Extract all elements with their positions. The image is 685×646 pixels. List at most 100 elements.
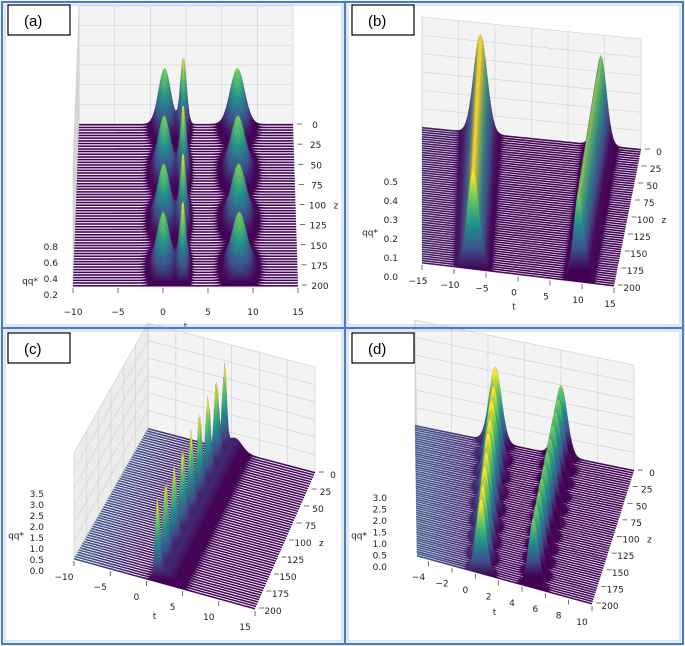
qq-tick-label: 0.8 bbox=[44, 243, 59, 253]
qq-tick-label: 1.0 bbox=[30, 545, 45, 555]
qq-tick-label: 0.5 bbox=[30, 556, 44, 566]
qq-axis-label: qq* bbox=[351, 532, 367, 542]
surface-slice bbox=[416, 503, 602, 576]
x-tick-label: 2 bbox=[486, 592, 492, 602]
qq-tick-label: 0.2 bbox=[384, 235, 398, 245]
surface-slice bbox=[103, 467, 280, 556]
qq-axis-label: qq* bbox=[22, 277, 38, 287]
x-tick-label: −5 bbox=[475, 285, 488, 295]
z-tick-label: 150 bbox=[279, 573, 296, 583]
z-tick-label: 150 bbox=[310, 242, 327, 252]
qq-tick-label: 2.5 bbox=[30, 512, 44, 522]
z-tick-label: 0 bbox=[312, 121, 318, 131]
z-tick-label: 200 bbox=[311, 282, 328, 292]
z-tick-label: 50 bbox=[311, 161, 323, 171]
surface-slice bbox=[416, 526, 600, 583]
qq-tick-label: 3.0 bbox=[373, 494, 388, 504]
surface-slice bbox=[415, 481, 616, 530]
surface-slice bbox=[82, 483, 263, 594]
x-tick-label: −2 bbox=[435, 580, 448, 590]
x-tick-label: −4 bbox=[412, 573, 426, 583]
x-tick-label: 6 bbox=[532, 605, 538, 615]
surface-slice bbox=[415, 397, 630, 485]
panel-border bbox=[343, 326, 685, 646]
surface-slice bbox=[416, 490, 606, 563]
qq-tick-label: 0.1 bbox=[384, 254, 398, 264]
surface-slice bbox=[75, 505, 257, 608]
panel-inner-border bbox=[4, 4, 343, 326]
x-tick-label: 0 bbox=[160, 308, 166, 318]
z-tick-label: 100 bbox=[294, 539, 311, 549]
z-tick-label: 175 bbox=[627, 267, 644, 277]
x-tick-label: 10 bbox=[576, 618, 588, 628]
qq-tick-label: 1.0 bbox=[373, 540, 388, 550]
z-tick-label: 100 bbox=[622, 536, 639, 546]
surface-slice bbox=[415, 445, 613, 541]
x-tick-label: −5 bbox=[111, 308, 124, 318]
z-tick-label: 125 bbox=[287, 556, 304, 566]
x-tick-label: 10 bbox=[572, 296, 584, 306]
surface-slice bbox=[415, 409, 628, 492]
surface-slice bbox=[109, 443, 285, 544]
z-tick-label: 200 bbox=[264, 607, 281, 617]
surface-slice bbox=[415, 435, 620, 519]
x-tick-label: −10 bbox=[64, 308, 83, 318]
surface-slice bbox=[416, 495, 605, 567]
surface-slice bbox=[415, 429, 626, 501]
surface-slice bbox=[416, 484, 598, 590]
z-tick-label: 200 bbox=[601, 602, 618, 612]
qq-tick-label: 0.0 bbox=[384, 273, 399, 283]
z-tick-label: 100 bbox=[637, 216, 654, 226]
qq-tick-label: 0.2 bbox=[44, 291, 58, 301]
surface-slice bbox=[416, 477, 605, 565]
surface-slice bbox=[414, 379, 634, 474]
panel-label-box bbox=[7, 4, 71, 36]
z-tick-label: 25 bbox=[641, 486, 652, 496]
surface-slice bbox=[100, 450, 278, 560]
grid-line bbox=[147, 340, 316, 385]
qq-tick-label: 0.4 bbox=[44, 275, 59, 285]
x-tick-label: 5 bbox=[205, 308, 211, 318]
surface-slice bbox=[139, 381, 309, 490]
surface-slice bbox=[128, 410, 300, 510]
surface-slice bbox=[415, 438, 628, 494]
surface-slice bbox=[110, 429, 286, 542]
z-tick-label: 25 bbox=[320, 488, 331, 498]
z-tick-label: 175 bbox=[311, 262, 328, 272]
surface-slice bbox=[415, 437, 623, 510]
qq-axis-label: qq* bbox=[362, 229, 378, 239]
surface-slice bbox=[136, 407, 307, 495]
surface-slice bbox=[130, 405, 302, 506]
panel-label: (b) bbox=[368, 13, 386, 30]
x-axis-label: t bbox=[153, 612, 157, 622]
surface-slice bbox=[118, 441, 292, 529]
surface-slice bbox=[415, 431, 614, 539]
surface-slice bbox=[73, 495, 256, 610]
x-tick-label: 15 bbox=[239, 623, 250, 633]
x-tick-label: −5 bbox=[94, 583, 107, 593]
z-tick-label: 125 bbox=[617, 552, 634, 562]
x-tick-label: 5 bbox=[543, 292, 549, 302]
x-axis-label: t bbox=[512, 303, 516, 313]
panel-inner-border bbox=[347, 330, 681, 642]
qq-axis-label: qq* bbox=[8, 532, 24, 542]
z-tick-label: 150 bbox=[612, 569, 629, 579]
panel-label: (c) bbox=[24, 341, 42, 358]
surface-slice bbox=[416, 473, 604, 570]
z-axis-label: z bbox=[319, 539, 324, 549]
x-tick-label: 15 bbox=[292, 308, 303, 318]
surface-slice bbox=[415, 417, 619, 521]
surface-slice bbox=[129, 396, 301, 508]
surface-slice bbox=[416, 482, 598, 587]
surface-slice bbox=[416, 464, 603, 572]
surface-slice bbox=[416, 477, 602, 574]
surface-slice bbox=[126, 440, 299, 513]
surface-slice bbox=[416, 530, 594, 601]
z-tick-label: 0 bbox=[649, 469, 655, 479]
surface-slice bbox=[414, 366, 635, 472]
surface-slice bbox=[83, 481, 264, 592]
surface-slice bbox=[415, 419, 619, 523]
surface-slice bbox=[415, 473, 612, 543]
surface-slice bbox=[72, 263, 299, 287]
surface-slice bbox=[414, 431, 633, 479]
